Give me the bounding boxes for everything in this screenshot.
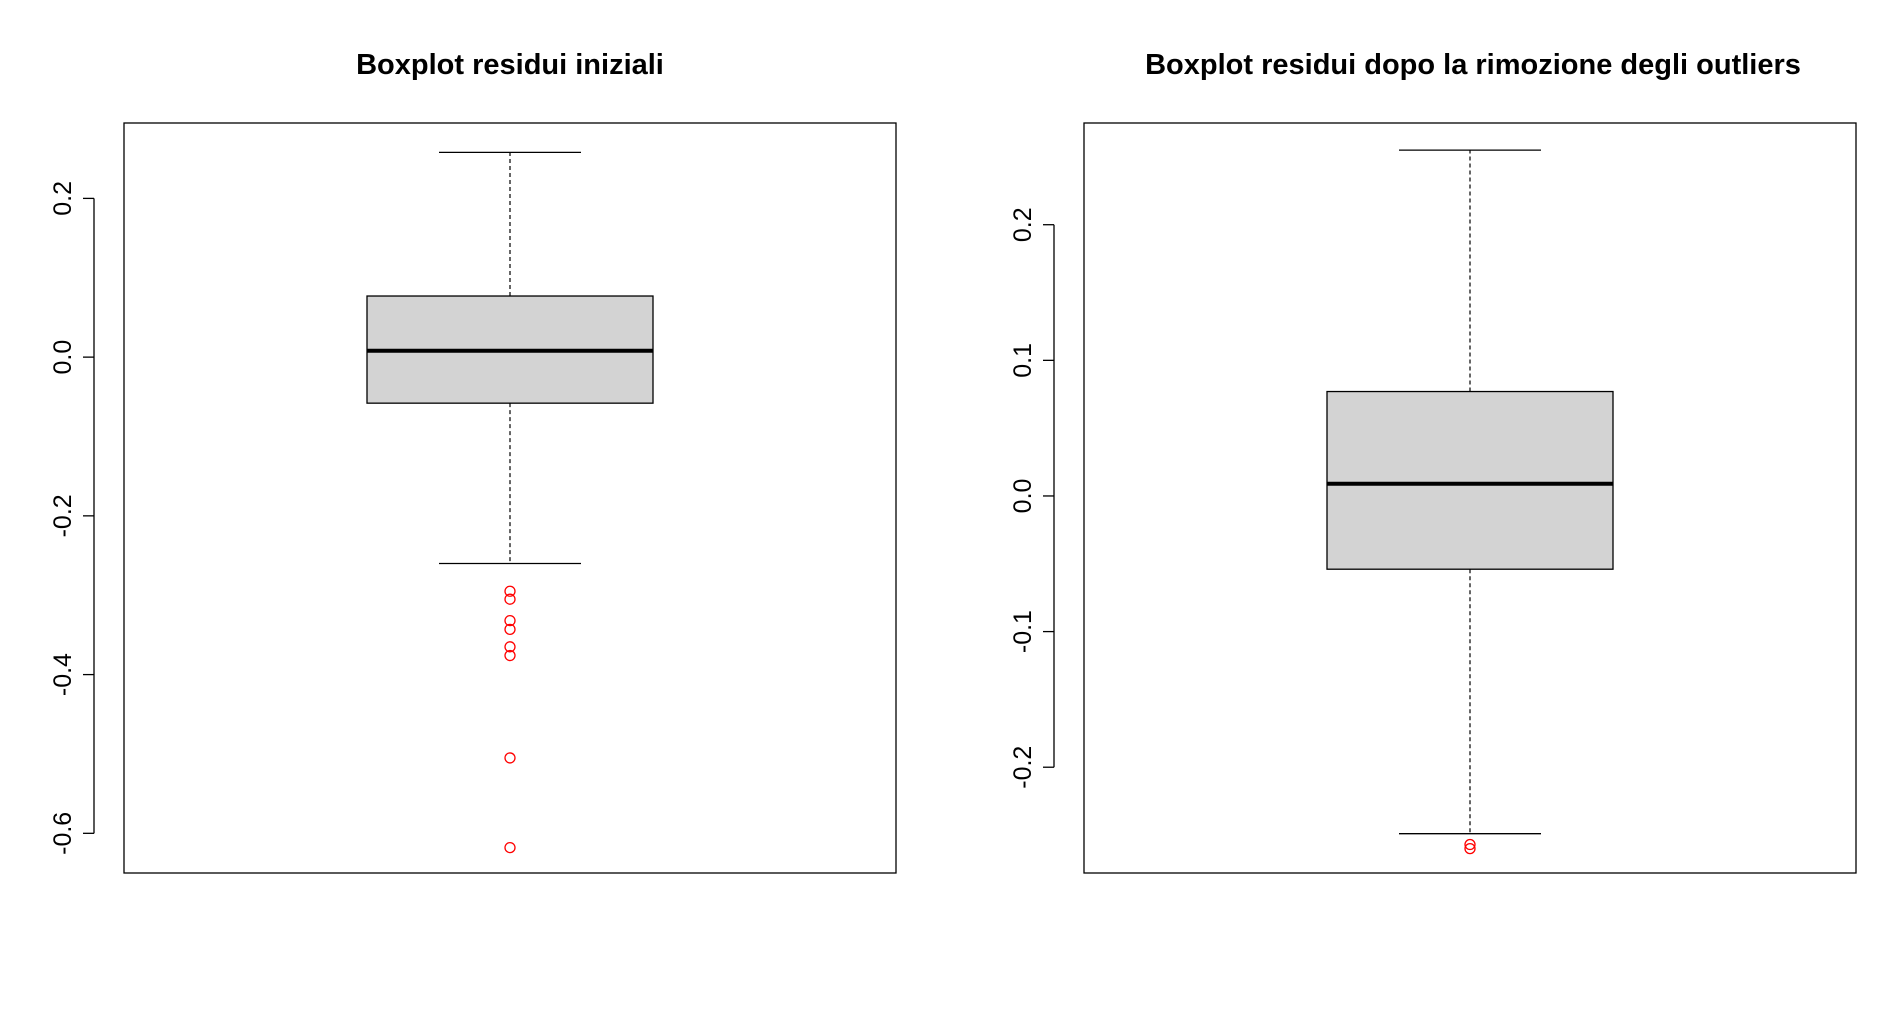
y-tick-label: 0.1 <box>1009 343 1037 378</box>
chart-title: Boxplot residui dopo la rimozione degli … <box>1145 49 1801 81</box>
chart-title: Boxplot residui iniziali <box>356 49 664 81</box>
outlier-point <box>1464 842 1476 855</box>
outlier-point <box>504 752 516 764</box>
outlier-point <box>504 614 516 627</box>
outlier-point <box>504 641 516 653</box>
outlier-point <box>504 623 516 635</box>
y-tick-label: 0.2 <box>49 181 77 216</box>
outlier-point <box>1464 838 1476 851</box>
outlier-point <box>504 593 516 605</box>
y-tick-label: -0.2 <box>49 494 77 537</box>
iqr-box <box>1326 390 1614 570</box>
boxplot-panel-initial-residuals: Boxplot residui iniziali -0.6 -0.4 -0.2 0.0… <box>49 49 897 874</box>
y-tick-label: 0.0 <box>49 340 77 375</box>
y-tick-label: 0.0 <box>1009 479 1037 514</box>
y-tick-label: -0.1 <box>1009 610 1037 653</box>
outlier-point <box>504 841 516 854</box>
y-tick-label: -0.2 <box>1009 746 1037 789</box>
boxplot-panel-residuals-after-outlier-removal: Boxplot residui dopo la rimozione degli … <box>1009 49 1857 874</box>
y-tick-label: -0.6 <box>49 812 77 855</box>
y-tick-label: -0.4 <box>49 653 77 696</box>
y-tick-label: 0.2 <box>1009 207 1037 242</box>
outlier-point <box>504 585 516 597</box>
plot-frame <box>1083 122 1857 874</box>
plot-frame <box>123 122 897 874</box>
outlier-point <box>504 649 516 662</box>
